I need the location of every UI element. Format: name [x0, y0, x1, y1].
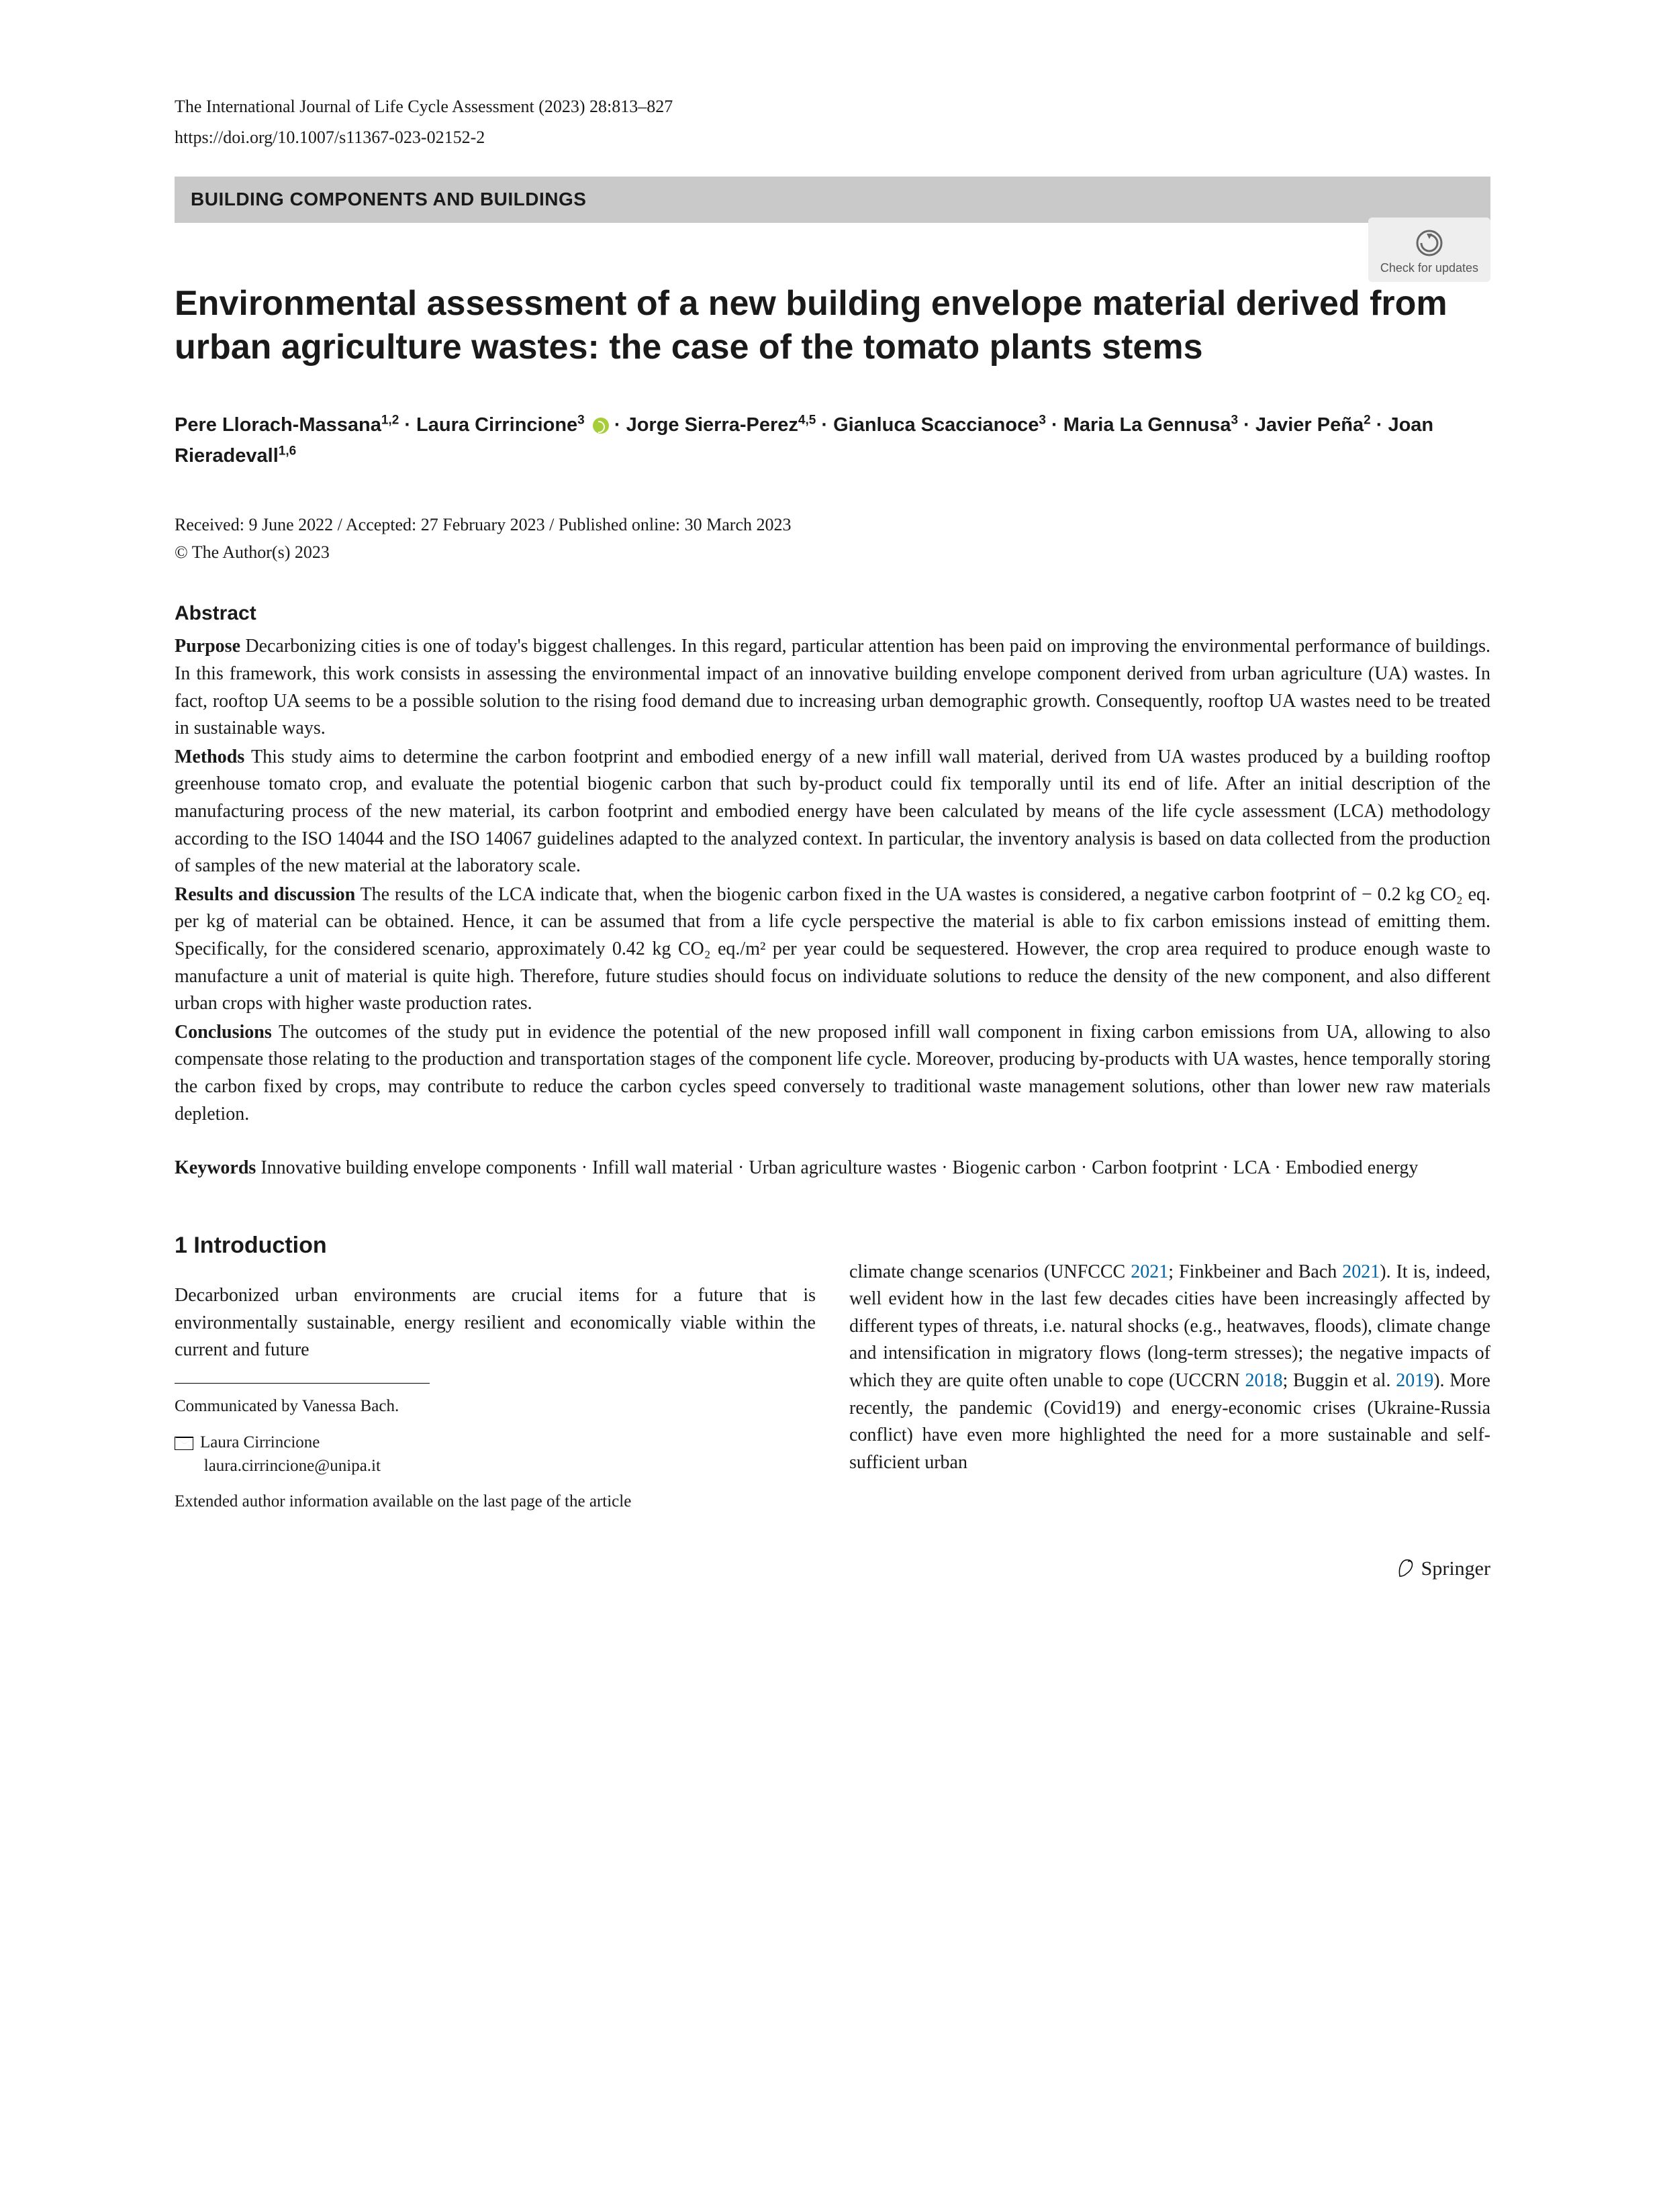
intro-para-left: Decarbonized urban environments are cruc… — [175, 1282, 816, 1364]
abstract-conclusions: Conclusions The outcomes of the study pu… — [175, 1019, 1490, 1128]
corresponding-author: Laura Cirrincione laura.cirrincione@unip… — [175, 1431, 816, 1478]
cite-uccrn-2018[interactable]: 2018 — [1245, 1370, 1282, 1391]
corr-email[interactable]: laura.cirrincione@unipa.it — [204, 1457, 381, 1475]
abstract-heading: Abstract — [175, 599, 1490, 628]
intro-heading: 1 Introduction — [175, 1229, 816, 1262]
intro-para-right: climate change scenarios (UNFCCC 2021; F… — [849, 1259, 1490, 1477]
check-updates-badge[interactable]: Check for updates — [1368, 218, 1490, 282]
body-columns: 1 Introduction Decarbonized urban enviro… — [175, 1189, 1490, 1514]
publisher-logo: Springer — [175, 1554, 1490, 1584]
communicated-by: Communicated by Vanessa Bach. — [175, 1394, 816, 1418]
abstract-methods: Methods This study aims to determine the… — [175, 744, 1490, 880]
extended-author-info: Extended author information available on… — [175, 1490, 816, 1514]
mail-icon — [175, 1437, 193, 1450]
cite-buggin-2019[interactable]: 2019 — [1396, 1370, 1433, 1391]
orcid-icon — [593, 418, 609, 434]
abstract-results: Results and discussion The results of th… — [175, 881, 1490, 1018]
check-updates-icon — [1415, 228, 1444, 258]
article-title: Environmental assessment of a new buildi… — [175, 282, 1490, 369]
springer-horse-icon — [1396, 1556, 1417, 1579]
cite-unfccc-2021[interactable]: 2021 — [1131, 1261, 1168, 1282]
abstract-section: Abstract Purpose Decarbonizing cities is… — [175, 599, 1490, 1128]
abstract-purpose: Purpose Decarbonizing cities is one of t… — [175, 633, 1490, 742]
article-dates: Received: 9 June 2022 / Accepted: 27 Feb… — [175, 512, 1490, 538]
right-column: climate change scenarios (UNFCCC 2021; F… — [849, 1189, 1490, 1514]
left-column: 1 Introduction Decarbonized urban enviro… — [175, 1189, 816, 1514]
keywords: Keywords Innovative building envelope co… — [175, 1155, 1490, 1182]
category-bar: BUILDING COMPONENTS AND BUILDINGS — [175, 177, 1490, 223]
footnote-rule — [175, 1383, 430, 1384]
journal-line: The International Journal of Life Cycle … — [175, 94, 1490, 119]
doi-link[interactable]: https://doi.org/10.1007/s11367-023-02152… — [175, 125, 1490, 150]
cite-finkbeiner-2021[interactable]: 2021 — [1342, 1261, 1380, 1282]
check-updates-label: Check for updates — [1380, 261, 1478, 275]
authors-list: Pere Llorach-Massana1,2 · Laura Cirrinci… — [175, 410, 1490, 472]
copyright: © The Author(s) 2023 — [175, 540, 1490, 565]
